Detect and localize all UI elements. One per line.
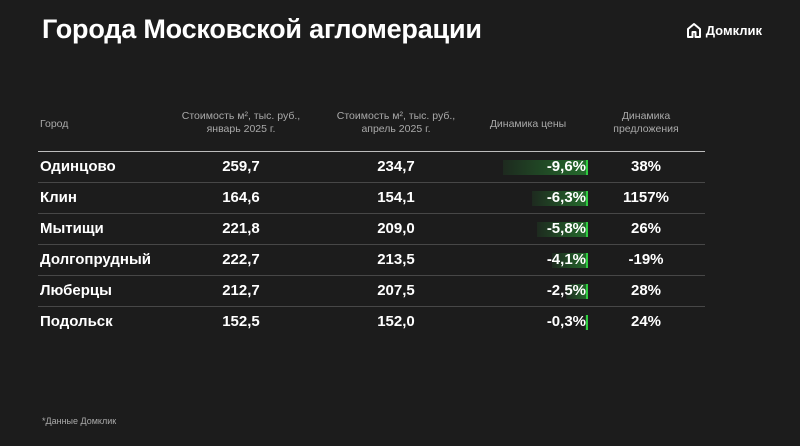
cell-price-january: 259,7 bbox=[222, 158, 260, 175]
cell-supply-change: 28% bbox=[630, 282, 662, 299]
header-price-january-line2: январь 2025 г. bbox=[206, 123, 276, 135]
cell-price-april: 234,7 bbox=[377, 158, 415, 175]
table-row: Долгопрудный 222,7 213,5 -4,1% -19% bbox=[0, 245, 800, 276]
cell-price-change: -6,3% bbox=[546, 189, 586, 206]
cell-price-change: -0,3% bbox=[546, 313, 586, 330]
cell-price-april: 209,0 bbox=[377, 220, 415, 237]
price-change-bar bbox=[503, 160, 588, 175]
price-change-bar-cap bbox=[586, 315, 588, 330]
table-header: Город Стоимость м², тыс. руб., январь 20… bbox=[0, 106, 800, 146]
row-divider bbox=[38, 306, 705, 307]
cell-supply-change: 24% bbox=[630, 313, 662, 330]
cell-price-january: 152,5 bbox=[222, 313, 260, 330]
header-price-january: Стоимость м², тыс. руб., январь 2025 г. bbox=[166, 110, 316, 136]
header-divider bbox=[38, 151, 705, 152]
cell-city: Одинцово bbox=[40, 158, 116, 175]
row-divider bbox=[38, 182, 705, 183]
cell-city: Клин bbox=[40, 189, 77, 206]
cell-city: Люберцы bbox=[40, 282, 112, 299]
price-change-bar-cap bbox=[586, 284, 588, 299]
table-row: Люберцы 212,7 207,5 -2,5% 28% bbox=[0, 276, 800, 307]
cell-city: Долгопрудный bbox=[40, 251, 152, 268]
cell-price-april: 154,1 bbox=[377, 189, 415, 206]
table-row: Мытищи 221,8 209,0 -5,8% 26% bbox=[0, 214, 800, 245]
price-change-bar-cap bbox=[586, 222, 588, 237]
price-change-bar bbox=[552, 253, 588, 268]
price-change-bar bbox=[585, 315, 588, 330]
header-supply-change-line1: Динамика bbox=[621, 110, 671, 122]
cell-price-january: 212,7 bbox=[222, 282, 260, 299]
row-divider bbox=[38, 244, 705, 245]
price-change-bar-cap bbox=[586, 160, 588, 175]
header-supply-change: Динамика предложения bbox=[586, 110, 706, 136]
cell-supply-change: 38% bbox=[630, 158, 662, 175]
header-supply-change-line2: предложения bbox=[613, 123, 679, 135]
price-change-bar-cap bbox=[586, 191, 588, 206]
price-change-bar bbox=[566, 284, 588, 299]
cell-city: Подольск bbox=[40, 313, 113, 330]
header-price-change: Динамика цены bbox=[489, 118, 567, 130]
price-change-bar-cap bbox=[586, 253, 588, 268]
cell-price-change: -4,1% bbox=[546, 251, 586, 268]
cell-supply-change: -19% bbox=[628, 251, 664, 268]
header-price-april-line1: Стоимость м², тыс. руб., bbox=[336, 110, 456, 122]
cell-price-january: 221,8 bbox=[222, 220, 260, 237]
row-divider bbox=[38, 275, 705, 276]
brand-name: Домклик bbox=[705, 22, 762, 38]
row-divider bbox=[38, 213, 705, 214]
cell-price-january: 164,6 bbox=[222, 189, 260, 206]
cell-price-april: 213,5 bbox=[377, 251, 415, 268]
cell-supply-change: 1157% bbox=[623, 189, 669, 206]
cell-price-april: 207,5 bbox=[377, 282, 415, 299]
price-change-bar bbox=[532, 191, 588, 206]
header-price-april: Стоимость м², тыс. руб., апрель 2025 г. bbox=[321, 110, 471, 136]
footnote: *Данные Домклик bbox=[42, 416, 117, 426]
price-change-bar bbox=[537, 222, 588, 237]
table-row: Подольск 152,5 152,0 -0,3% 24% bbox=[0, 307, 800, 338]
house-logo-icon bbox=[686, 22, 702, 38]
cell-city: Мытищи bbox=[40, 220, 104, 237]
cell-supply-change: 26% bbox=[630, 220, 662, 237]
cell-price-change: -5,8% bbox=[546, 220, 586, 237]
cell-price-change: -9,6% bbox=[546, 158, 586, 175]
cell-price-april: 152,0 bbox=[377, 313, 415, 330]
header-city: Город bbox=[40, 118, 69, 130]
table-row: Клин 164,6 154,1 -6,3% 1157% bbox=[0, 183, 800, 214]
brand-logo: Домклик bbox=[686, 22, 762, 38]
table-row: Одинцово 259,7 234,7 -9,6% 38% bbox=[0, 152, 800, 183]
header-price-january-line1: Стоимость м², тыс. руб., bbox=[181, 110, 301, 122]
page-title: Города Московской агломерации bbox=[42, 14, 482, 44]
cell-price-change: -2,5% bbox=[546, 282, 586, 299]
header-price-april-line2: апрель 2025 г. bbox=[361, 123, 431, 135]
cell-price-january: 222,7 bbox=[222, 251, 260, 268]
